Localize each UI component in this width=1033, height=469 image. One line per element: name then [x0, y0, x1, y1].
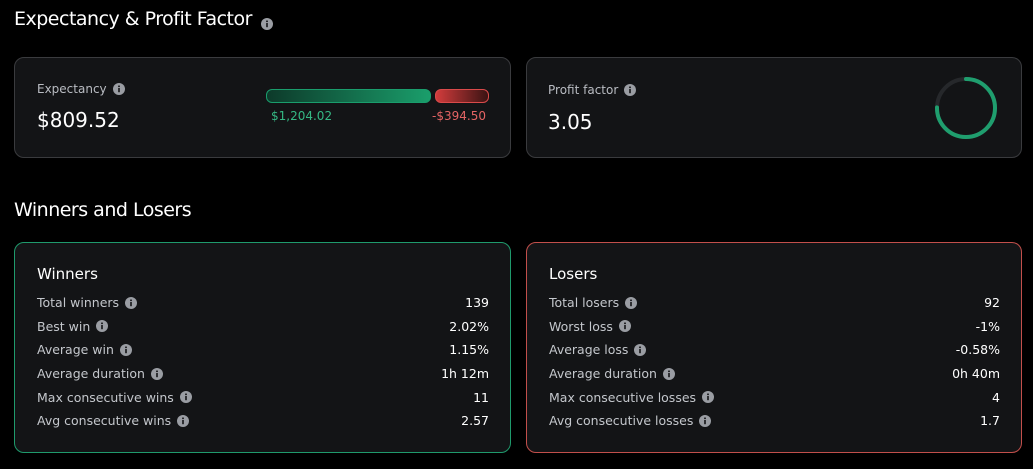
stat-value: 1.7: [980, 413, 1000, 429]
stat-value: 11: [473, 389, 489, 405]
stat-value: 0h 40m: [952, 366, 1000, 382]
stat-label: Worst loss: [549, 319, 631, 334]
info-icon[interactable]: [96, 320, 109, 333]
info-icon[interactable]: [260, 13, 273, 30]
metric-label: Profit factor: [548, 83, 637, 97]
section-title: Expectancy & Profit Factor: [14, 8, 252, 30]
stat-list: Total winners 139 Best win 2.02% Average win…: [37, 291, 489, 433]
stat-label: Avg consecutive losses: [549, 413, 712, 429]
stat-row: Max consecutive losses 4: [549, 385, 1000, 409]
label-text: Avg consecutive losses: [549, 413, 694, 429]
stat-label: Total winners: [37, 295, 138, 311]
info-icon[interactable]: [150, 367, 163, 380]
stat-label: Max consecutive wins: [37, 390, 192, 405]
win-bar: [266, 89, 431, 103]
stat-label: Average loss: [549, 342, 647, 358]
stat-value: 4: [992, 389, 1000, 405]
label-text: Profit factor: [548, 83, 619, 97]
stat-label: Best win: [37, 318, 109, 334]
info-icon[interactable]: [177, 414, 190, 427]
stat-value: -1%: [975, 318, 1000, 334]
label-text: Avg consecutive wins: [37, 413, 172, 429]
info-icon[interactable]: [179, 391, 192, 404]
stat-label: Avg consecutive wins: [37, 413, 190, 429]
metric-label: Expectancy: [37, 82, 125, 96]
stat-row: Worst loss -1%: [549, 315, 1000, 339]
info-icon[interactable]: [618, 320, 631, 333]
label-text: Total winners: [37, 295, 120, 311]
info-icon[interactable]: [702, 391, 715, 404]
win-label: $1,204.02: [271, 109, 333, 123]
label-text: Average duration: [37, 366, 145, 382]
label-text: Average duration: [549, 366, 657, 382]
stat-value: 2.57: [461, 413, 489, 429]
stat-label: Max consecutive losses: [549, 389, 715, 405]
card-title: Winners: [37, 265, 98, 283]
stat-row: Avg consecutive wins 2.57: [37, 409, 489, 433]
stat-value: -0.58%: [955, 342, 1000, 358]
info-icon[interactable]: [699, 414, 712, 427]
stat-list: Total losers 92 Worst loss -1% Average loss -…: [549, 291, 1000, 433]
ring-arc: [935, 77, 997, 139]
info-icon[interactable]: [125, 296, 138, 309]
profit-factor-card: Profit factor 3.05: [526, 57, 1022, 158]
stat-label: Average duration: [549, 366, 675, 381]
profit-factor-ring: [935, 77, 997, 139]
stat-row: Average duration 0h 40m: [549, 362, 1000, 386]
stat-row: Total winners 139: [37, 291, 489, 315]
label-text: Max consecutive wins: [37, 389, 174, 405]
stat-value: 1.15%: [449, 342, 489, 358]
loss-bar: [434, 89, 489, 103]
info-icon[interactable]: [662, 367, 675, 380]
info-icon[interactable]: [624, 84, 637, 96]
stat-value: 1h 12m: [441, 366, 489, 382]
section-header: Winners and Losers: [14, 199, 192, 221]
label-text: Expectancy: [37, 82, 107, 96]
stat-row: Avg consecutive losses 1.7: [549, 409, 1000, 433]
section-title: Winners and Losers: [14, 199, 192, 221]
stat-value: 2.02%: [449, 318, 489, 334]
stat-label: Average duration: [37, 366, 163, 381]
stat-label: Total losers: [549, 295, 638, 311]
stat-value: 92: [984, 295, 1000, 311]
stat-row: Average win 1.15%: [37, 338, 489, 362]
card-title: Losers: [549, 265, 598, 283]
metric-value: $809.52: [37, 108, 120, 132]
stat-row: Max consecutive wins 11: [37, 385, 489, 409]
label-text: Best win: [37, 318, 91, 334]
label-text: Max consecutive losses: [549, 389, 697, 405]
label-text: Average win: [37, 342, 114, 358]
section-header: Expectancy & Profit Factor: [14, 8, 273, 30]
stat-row: Best win 2.02%: [37, 315, 489, 339]
metric-value: 3.05: [548, 110, 593, 134]
win-loss-bar: [266, 89, 489, 103]
info-icon[interactable]: [634, 343, 647, 356]
expectancy-card: Expectancy $809.52 $1,204.02 -$394.50: [14, 57, 511, 158]
losers-card: Losers Total losers 92 Worst loss -1% Averag…: [526, 242, 1022, 453]
stat-row: Average duration 1h 12m: [37, 362, 489, 386]
stat-row: Average loss -0.58%: [549, 338, 1000, 362]
loss-label: -$394.50: [432, 109, 486, 123]
info-icon[interactable]: [112, 83, 125, 95]
label-text: Total losers: [549, 295, 620, 311]
label-text: Average loss: [549, 342, 629, 358]
info-icon[interactable]: [625, 296, 638, 309]
stat-row: Total losers 92: [549, 291, 1000, 315]
winners-card: Winners Total winners 139 Best win 2.02% Ave…: [14, 242, 511, 453]
stat-label: Average win: [37, 342, 132, 357]
stat-value: 139: [465, 295, 489, 311]
label-text: Worst loss: [549, 318, 613, 334]
info-icon[interactable]: [119, 343, 132, 356]
